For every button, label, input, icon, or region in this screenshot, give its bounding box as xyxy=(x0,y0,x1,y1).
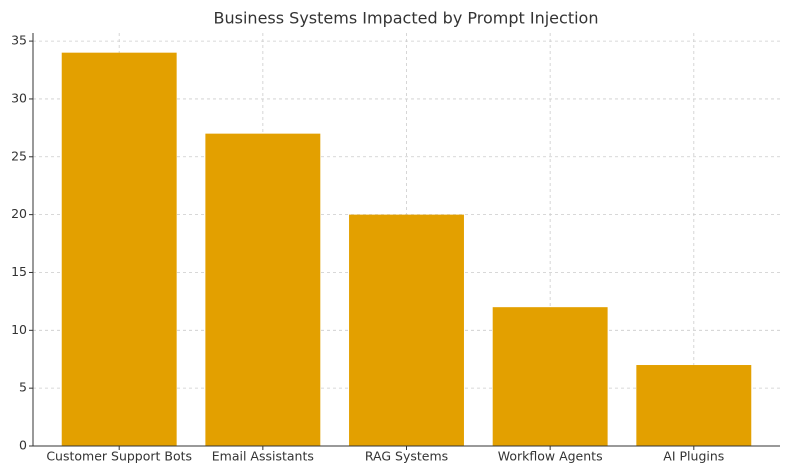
labels: 0 5 10 15 20 25 30 35 Customer Support Bots Email… xyxy=(11,33,724,464)
bar xyxy=(349,214,464,446)
y-tick-label: 5 xyxy=(19,380,27,395)
bars xyxy=(61,52,752,447)
y-tick-label: 30 xyxy=(11,90,27,105)
x-tick-label: Email Assistants xyxy=(212,449,314,464)
y-tick-label: 0 xyxy=(19,438,27,453)
x-tick-label: AI Plugins xyxy=(663,449,724,464)
y-tick-label: 20 xyxy=(11,206,27,221)
y-tick-label: 10 xyxy=(11,322,27,337)
y-tick-label: 35 xyxy=(11,33,27,48)
bar xyxy=(205,133,321,446)
x-tick-label: Customer Support Bots xyxy=(46,449,192,464)
chart-title: Business Systems Impacted by Prompt Inje… xyxy=(214,9,599,28)
bar xyxy=(61,52,177,447)
bar xyxy=(492,307,608,446)
x-tick-label: Workflow Agents xyxy=(498,449,603,464)
y-tick-label: 15 xyxy=(11,264,27,279)
bar xyxy=(636,365,752,446)
x-tick-label: RAG Systems xyxy=(365,449,448,464)
y-tick-label: 25 xyxy=(11,148,27,163)
